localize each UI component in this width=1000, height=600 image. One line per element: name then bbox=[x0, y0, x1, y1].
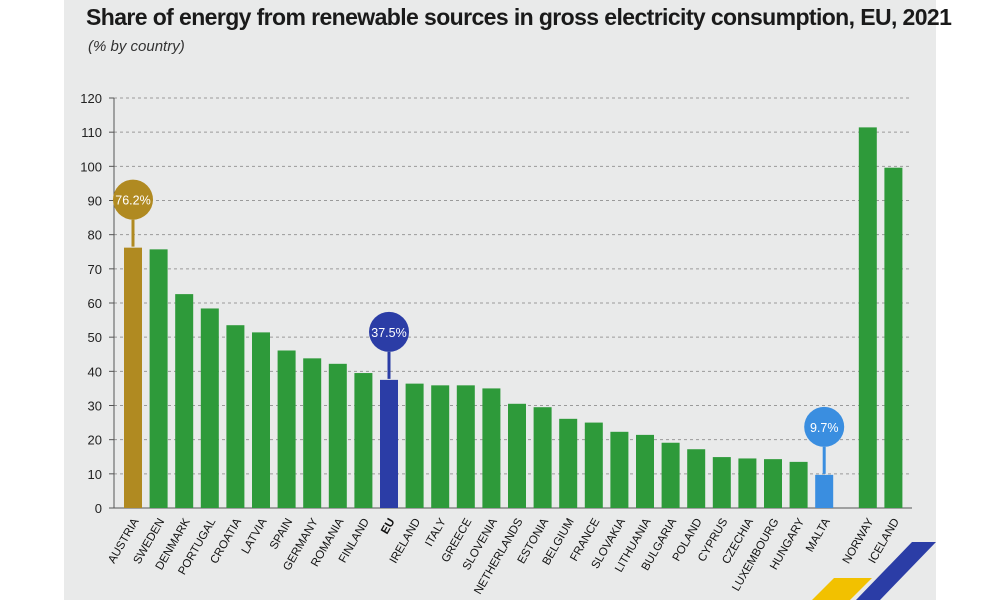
x-label-latvia: LATVIA bbox=[240, 516, 270, 556]
bar-spain bbox=[277, 350, 296, 508]
x-label-eu: EU bbox=[379, 517, 397, 537]
bar-italy bbox=[431, 385, 450, 508]
bar-bulgaria bbox=[661, 442, 680, 508]
bar-denmark bbox=[175, 294, 194, 508]
y-tick-label: 40 bbox=[88, 364, 102, 379]
y-tick-label: 20 bbox=[88, 433, 102, 448]
bar-latvia bbox=[252, 332, 270, 508]
y-tick-label: 110 bbox=[81, 125, 102, 140]
y-tick-label: 80 bbox=[88, 228, 102, 243]
x-axis-labels: AUSTRIASWEDENDENMARKPORTUGALCROATIALATVI… bbox=[106, 516, 902, 597]
bar-poland bbox=[687, 449, 706, 508]
bar-sweden bbox=[149, 249, 168, 508]
y-tick-label: 0 bbox=[95, 501, 102, 516]
y-tick-label: 50 bbox=[88, 330, 102, 345]
bar-germany bbox=[303, 358, 322, 508]
bar-malta bbox=[815, 474, 834, 508]
bar-belgium bbox=[559, 418, 578, 508]
y-tick-label: 10 bbox=[88, 467, 102, 482]
bar-iceland bbox=[884, 167, 903, 508]
y-tick-label: 60 bbox=[88, 296, 102, 311]
bar-hungary bbox=[789, 461, 808, 508]
bar-luxembourg bbox=[764, 459, 782, 508]
callout-bubble-malta bbox=[804, 406, 845, 447]
bar-norway bbox=[858, 127, 877, 508]
callout-bubble-austria bbox=[113, 179, 153, 220]
bar-croatia bbox=[226, 325, 245, 508]
x-label-malta: MALTA bbox=[804, 516, 833, 554]
bar-slovakia bbox=[610, 431, 629, 508]
bar-portugal bbox=[200, 308, 219, 508]
y-tick-label: 100 bbox=[80, 159, 102, 174]
bar-netherlands bbox=[508, 403, 526, 508]
bar-ireland bbox=[405, 383, 424, 508]
bar-slovenia bbox=[482, 388, 501, 508]
gridlines bbox=[114, 97, 912, 475]
x-label-spain: SPAIN bbox=[268, 517, 295, 552]
bar-austria bbox=[124, 247, 142, 508]
y-tick-label: 30 bbox=[88, 399, 102, 414]
callout-value-malta: 9.7% bbox=[810, 421, 839, 435]
y-tick-label: 90 bbox=[88, 194, 102, 209]
callout-value-austria: 76.2% bbox=[115, 194, 150, 208]
chart-title: Share of energy from renewable sources i… bbox=[86, 4, 952, 30]
y-tick-label: 120 bbox=[80, 91, 102, 106]
y-tick-label: 70 bbox=[88, 262, 102, 277]
callout-value-eu: 37.5% bbox=[371, 326, 406, 340]
bar-france bbox=[584, 422, 603, 508]
value-callouts: 76.2% 37.5% 9.7% bbox=[113, 179, 845, 474]
bars bbox=[124, 127, 903, 508]
eurostat-logo bbox=[812, 542, 936, 600]
bar-cyprus bbox=[712, 457, 731, 508]
bar-czechia bbox=[738, 458, 757, 508]
x-label-italy: ITALY bbox=[423, 516, 449, 548]
bar-estonia bbox=[533, 407, 552, 508]
bar-greece bbox=[456, 385, 475, 508]
chart-subtitle: (% by country) bbox=[88, 38, 185, 55]
bar-lithuania bbox=[636, 434, 654, 508]
bar-eu bbox=[380, 379, 398, 508]
bar-romania bbox=[328, 363, 347, 508]
callout-bubble-eu bbox=[369, 311, 409, 352]
bar-finland bbox=[354, 373, 373, 508]
